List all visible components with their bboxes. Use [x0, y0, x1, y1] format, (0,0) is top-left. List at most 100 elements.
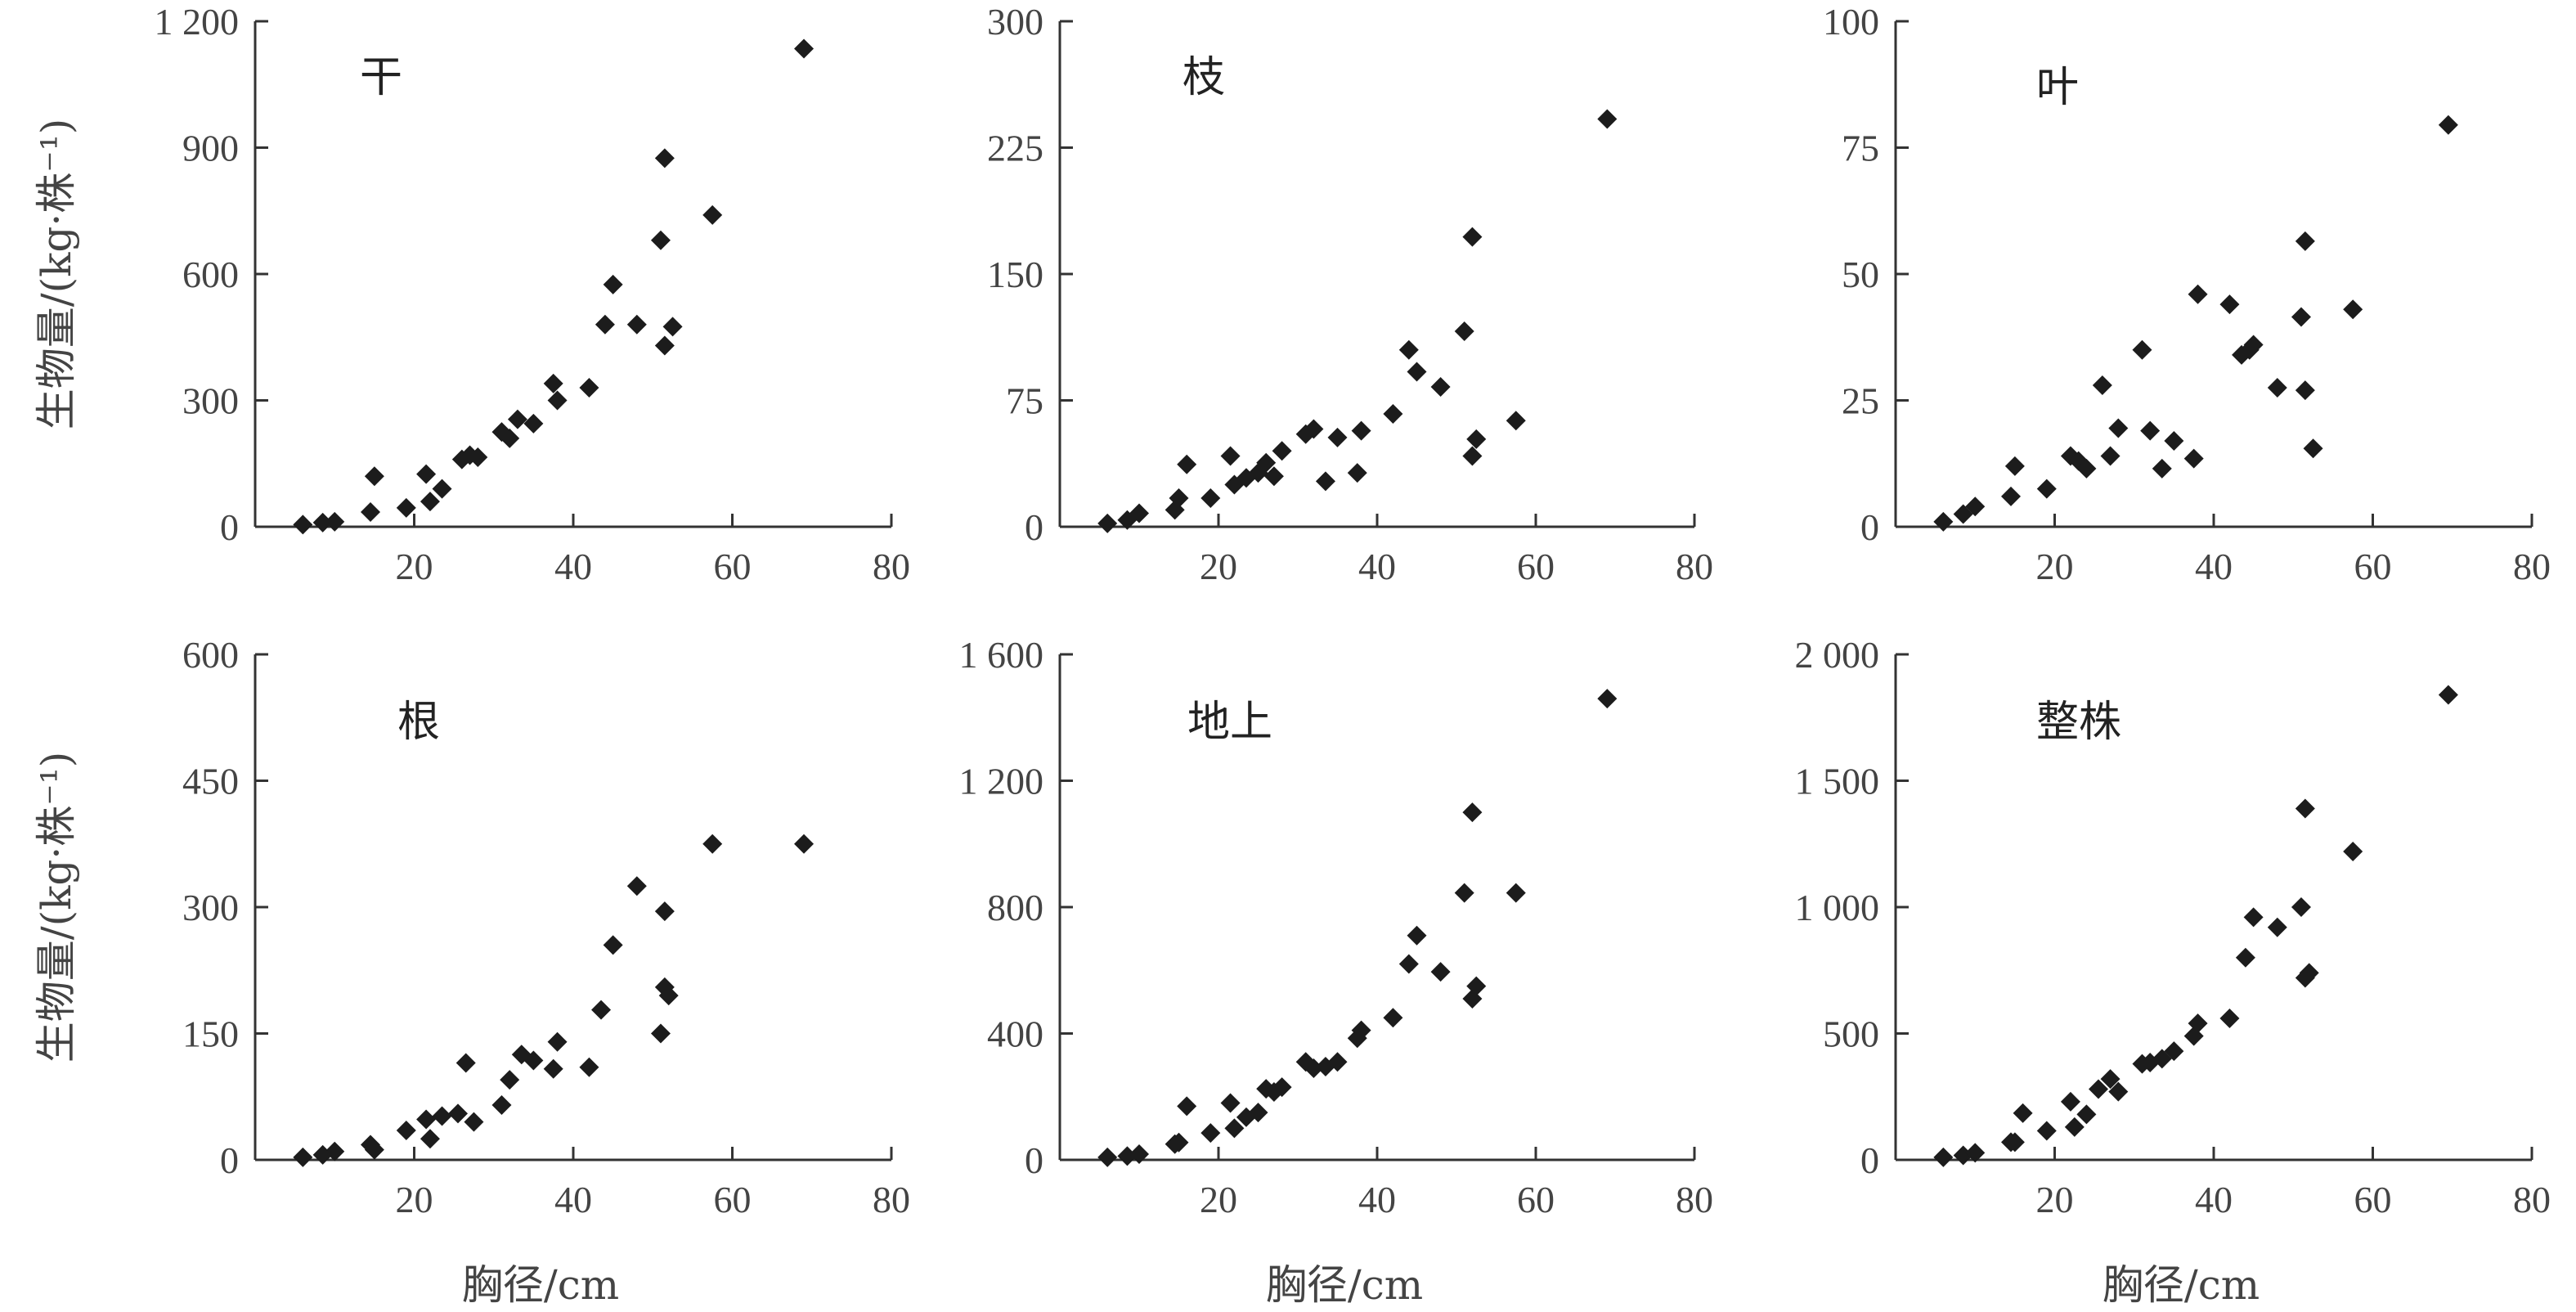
data-point — [523, 413, 544, 434]
y-tick-label: 900 — [182, 128, 239, 169]
data-point — [2303, 438, 2323, 459]
data-point — [1466, 429, 1487, 449]
x-tick-label: 20 — [2036, 1179, 2074, 1220]
x-tick-label: 80 — [1676, 546, 1713, 587]
data-point — [432, 479, 452, 499]
data-point — [2295, 231, 2315, 251]
x-tick-label: 40 — [2195, 546, 2233, 587]
data-point — [1383, 1008, 1403, 1028]
data-point — [1097, 1147, 1118, 1167]
y-tick-label: 800 — [987, 887, 1043, 928]
data-point — [1177, 454, 1197, 474]
panel-label: 枝 — [1183, 53, 1225, 102]
data-point — [1462, 802, 1483, 823]
data-point — [1220, 1093, 1241, 1113]
data-point — [2076, 458, 2097, 479]
data-point — [543, 1058, 563, 1079]
y-tick-label: 450 — [182, 761, 239, 802]
y-tick-label: 500 — [1823, 1013, 1879, 1055]
y-tick-label: 0 — [1025, 506, 1043, 548]
data-point — [2108, 418, 2129, 438]
x-tick-label: 40 — [554, 546, 592, 587]
data-point — [1220, 446, 1241, 466]
data-point — [591, 1000, 612, 1020]
data-point — [432, 1106, 452, 1126]
data-point — [1965, 496, 1986, 517]
data-point — [1462, 227, 1483, 247]
data-point — [2438, 115, 2458, 135]
data-point — [293, 1147, 313, 1167]
data-point — [420, 1129, 440, 1149]
data-point — [1597, 109, 1618, 129]
data-point — [2132, 339, 2152, 360]
panel-label: 地上 — [1187, 698, 1272, 747]
y-tick-label: 75 — [1842, 128, 1879, 169]
data-point — [396, 497, 416, 518]
data-point — [2235, 947, 2255, 968]
y-tick-label: 25 — [1842, 380, 1879, 422]
data-point — [1169, 1132, 1189, 1152]
data-point — [579, 1057, 599, 1077]
y-tick-label: 1 600 — [959, 634, 1044, 676]
x-tick-label: 40 — [1358, 546, 1396, 587]
data-point — [1454, 321, 1474, 342]
data-point — [2060, 1091, 2080, 1112]
data-point — [1407, 925, 1427, 946]
data-point — [1263, 466, 1284, 487]
data-point — [1097, 513, 1118, 533]
data-point — [702, 204, 723, 225]
data-point — [2267, 917, 2287, 937]
data-point — [1169, 488, 1189, 508]
data-point — [500, 428, 520, 448]
data-point — [2291, 307, 2311, 327]
x-tick-label: 80 — [873, 1179, 910, 1220]
x-tick-label: 80 — [2513, 1179, 2551, 1220]
data-point — [658, 986, 679, 1006]
data-point — [595, 314, 615, 335]
data-point — [1304, 1058, 1324, 1078]
data-point — [2004, 456, 2025, 476]
y-tick-label: 0 — [1025, 1139, 1043, 1181]
data-point — [325, 1141, 345, 1161]
data-point — [1200, 1123, 1221, 1144]
data-point — [1200, 488, 1221, 508]
panel-label: 根 — [397, 698, 440, 747]
x-tick-label: 40 — [554, 1179, 592, 1220]
y-axis-title: 生物量/(kg·株⁻¹) — [33, 119, 80, 430]
x-tick-label: 40 — [1358, 1179, 1396, 1220]
data-point — [1398, 954, 1419, 974]
data-point — [1506, 411, 1526, 431]
data-point — [1304, 419, 1324, 439]
y-tick-label: 600 — [182, 634, 239, 676]
data-point — [507, 409, 527, 429]
data-point — [2092, 375, 2112, 395]
data-point — [1315, 471, 1335, 492]
data-point — [1117, 1146, 1138, 1166]
data-point — [2219, 1008, 2240, 1028]
data-point — [491, 1095, 512, 1116]
data-point — [416, 1109, 437, 1130]
data-point — [2088, 1079, 2108, 1099]
x-tick-label: 20 — [396, 1179, 433, 1220]
data-point — [2183, 448, 2204, 469]
data-point — [1129, 1144, 1149, 1165]
data-point — [464, 1112, 484, 1132]
y-tick-label: 1 000 — [1795, 887, 1880, 928]
x-tick-label: 20 — [1200, 1179, 1237, 1220]
y-axis-title: 生物量/(kg·株⁻¹) — [33, 752, 80, 1063]
data-point — [1398, 339, 1419, 360]
data-point — [1466, 976, 1487, 996]
x-tick-label: 60 — [1517, 1179, 1555, 1220]
data-point — [547, 1031, 568, 1052]
data-point — [312, 512, 333, 532]
data-point — [2295, 798, 2315, 819]
data-point — [456, 1053, 476, 1073]
data-point — [1454, 883, 1474, 903]
data-point — [2188, 1013, 2208, 1034]
data-point — [2013, 1103, 2033, 1123]
y-tick-label: 600 — [182, 254, 239, 295]
panel-3: 0 25 50 75 100 20 40 60 80 叶 — [1823, 1, 2551, 587]
data-point — [2243, 335, 2264, 355]
data-point — [468, 447, 488, 468]
